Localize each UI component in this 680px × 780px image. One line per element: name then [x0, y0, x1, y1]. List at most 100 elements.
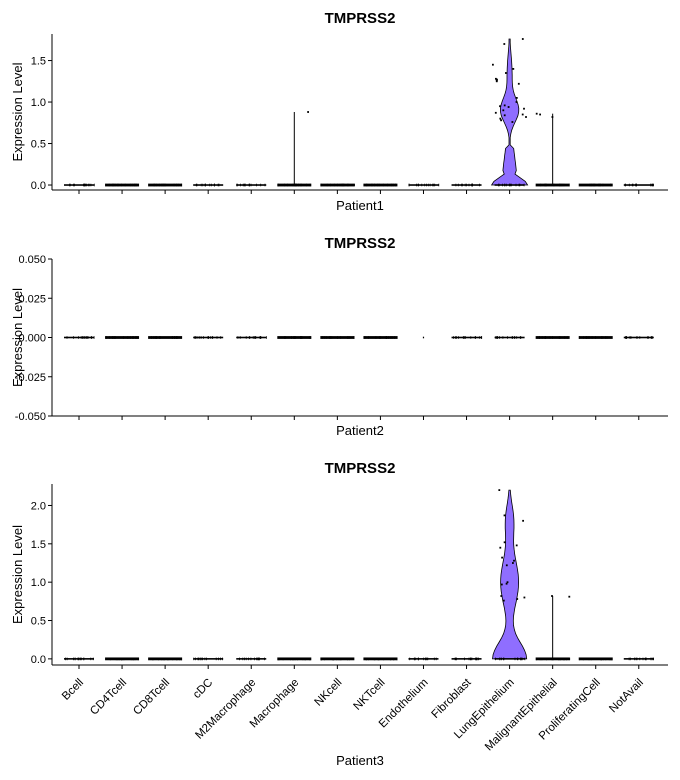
zero-point — [422, 336, 425, 339]
zero-point — [151, 336, 152, 339]
zero-point — [462, 183, 463, 187]
zero-point — [293, 183, 295, 187]
zero-point — [302, 657, 304, 661]
zero-band — [64, 336, 94, 339]
zero-point — [566, 336, 568, 339]
zero-point — [590, 183, 592, 187]
zero-point — [371, 183, 373, 187]
zero-point — [200, 183, 202, 187]
violin-Bcell — [64, 336, 95, 339]
zero-point — [84, 183, 85, 187]
zero-point — [368, 336, 369, 339]
zero-point — [301, 336, 302, 339]
zero-point — [475, 657, 476, 661]
zero-point — [579, 336, 581, 339]
violin-cDC — [193, 657, 224, 661]
y-tick-label: 0.050 — [18, 254, 46, 266]
zero-point — [497, 336, 498, 339]
zero-point — [73, 183, 74, 187]
zero-point — [160, 183, 162, 187]
zero-point — [605, 657, 607, 661]
zero-point — [455, 336, 456, 339]
zero-point — [537, 336, 539, 339]
zero-point — [585, 336, 587, 339]
zero-point — [417, 183, 419, 187]
zero-point — [237, 336, 239, 339]
zero-point — [377, 183, 379, 187]
zero-point — [523, 183, 525, 187]
data-point — [499, 117, 502, 120]
zero-point — [427, 657, 429, 661]
y-tick-label: 1.5 — [31, 539, 46, 551]
zero-point — [396, 657, 398, 661]
zero-point — [195, 657, 196, 661]
data-point — [499, 546, 502, 549]
zero-point — [209, 183, 211, 187]
zero-point — [564, 336, 566, 339]
data-point — [502, 109, 505, 112]
zero-point — [650, 657, 652, 661]
zero-point — [651, 336, 653, 339]
zero-point — [199, 657, 201, 661]
zero-point — [650, 183, 652, 187]
zero-point — [210, 183, 212, 187]
zero-point — [374, 183, 375, 187]
zero-point — [509, 183, 510, 187]
zero-point — [266, 336, 267, 339]
zero-point — [601, 657, 602, 661]
zero-point — [347, 183, 349, 187]
zero-point — [253, 336, 255, 339]
zero-point — [155, 336, 157, 339]
violin-NKTcell — [363, 183, 398, 187]
zero-point — [69, 183, 71, 187]
zero-point — [456, 657, 457, 661]
zero-point — [124, 183, 126, 187]
zero-point — [471, 657, 473, 661]
y-tick-label: -0.025 — [15, 372, 46, 384]
zero-point — [544, 183, 546, 187]
zero-point — [242, 183, 244, 187]
zero-point — [306, 183, 307, 187]
zero-point — [653, 657, 654, 661]
zero-point — [248, 183, 250, 187]
violin-Endothelium — [408, 657, 439, 661]
zero-point — [498, 183, 499, 187]
zero-point — [158, 657, 159, 661]
zero-band — [623, 658, 654, 660]
zero-point — [105, 336, 107, 339]
data-point — [501, 556, 503, 559]
zero-point — [417, 657, 419, 661]
zero-point — [386, 336, 387, 339]
data-point — [505, 72, 507, 74]
zero-point — [652, 657, 654, 661]
zero-point — [461, 183, 462, 187]
zero-point — [133, 183, 135, 187]
data-point — [505, 582, 508, 585]
zero-point — [321, 657, 322, 661]
data-point — [515, 97, 518, 99]
zero-point — [539, 657, 541, 661]
panel-title: TMPRSS2 — [325, 235, 396, 252]
zero-point — [330, 183, 331, 187]
zero-band — [277, 657, 312, 661]
zero-point — [205, 183, 206, 187]
data-point — [500, 583, 503, 586]
zero-point — [468, 183, 470, 187]
zero-point — [518, 183, 520, 187]
data-point — [495, 77, 497, 80]
zero-point — [257, 657, 258, 661]
violin-body — [492, 489, 528, 660]
zero-point — [374, 657, 376, 661]
zero-point — [498, 183, 500, 187]
zero-point — [195, 336, 196, 339]
zero-point — [495, 657, 496, 661]
zero-point — [339, 657, 341, 661]
zero-point — [167, 657, 168, 661]
zero-point — [647, 336, 649, 339]
zero-point — [159, 336, 161, 339]
zero-point — [566, 657, 567, 661]
zero-point — [109, 336, 111, 339]
zero-point — [112, 183, 113, 187]
zero-point — [326, 183, 328, 187]
